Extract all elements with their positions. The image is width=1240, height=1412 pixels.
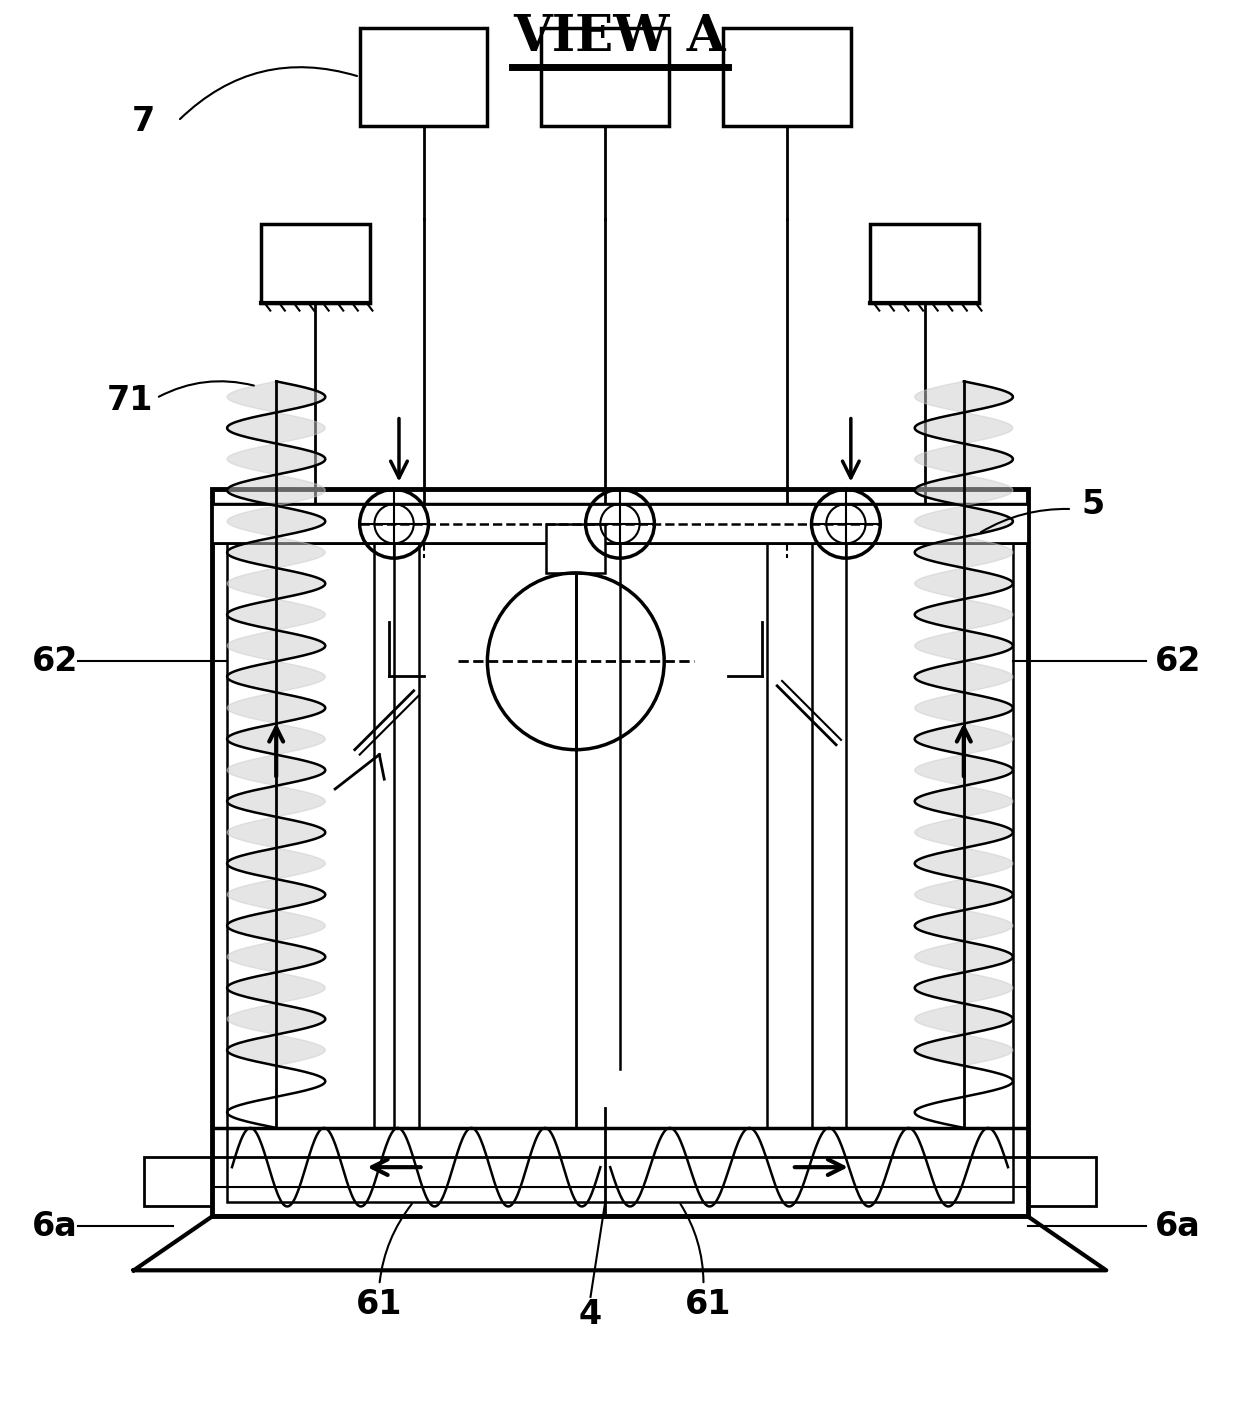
Polygon shape [227, 693, 325, 755]
Polygon shape [227, 443, 325, 505]
Polygon shape [915, 693, 1013, 755]
Bar [542, 28, 670, 126]
Polygon shape [915, 755, 1013, 818]
Bar [144, 1158, 212, 1206]
Text: 6a: 6a [1156, 1210, 1202, 1243]
Bar [227, 504, 1013, 1202]
Bar [723, 28, 851, 126]
Text: 61: 61 [356, 1288, 403, 1322]
Polygon shape [227, 880, 325, 942]
Polygon shape [227, 818, 325, 880]
Text: 62: 62 [1156, 645, 1202, 678]
Polygon shape [227, 631, 325, 693]
Bar [262, 225, 370, 302]
Polygon shape [915, 942, 1013, 1004]
Bar [547, 524, 605, 573]
Bar [1028, 1158, 1096, 1206]
Bar [870, 225, 978, 302]
Polygon shape [227, 568, 325, 631]
Polygon shape [915, 818, 1013, 880]
Polygon shape [227, 1004, 325, 1066]
Text: 71: 71 [107, 384, 154, 418]
Polygon shape [227, 505, 325, 568]
Polygon shape [915, 631, 1013, 693]
Polygon shape [227, 381, 325, 443]
Bar [212, 490, 1028, 1216]
Bar [212, 504, 1028, 544]
Polygon shape [227, 942, 325, 1004]
Polygon shape [227, 755, 325, 818]
Text: 7: 7 [131, 104, 155, 137]
Polygon shape [915, 443, 1013, 505]
Polygon shape [915, 568, 1013, 631]
Bar [360, 28, 487, 126]
Text: 4: 4 [579, 1298, 603, 1332]
Polygon shape [915, 381, 1013, 443]
Text: 62: 62 [31, 645, 78, 678]
Text: VIEW A: VIEW A [513, 13, 727, 62]
Text: 61: 61 [686, 1288, 732, 1322]
Polygon shape [915, 505, 1013, 568]
Text: 6a: 6a [32, 1210, 78, 1243]
Polygon shape [915, 1004, 1013, 1066]
Polygon shape [915, 880, 1013, 942]
Text: 5: 5 [1081, 487, 1105, 521]
